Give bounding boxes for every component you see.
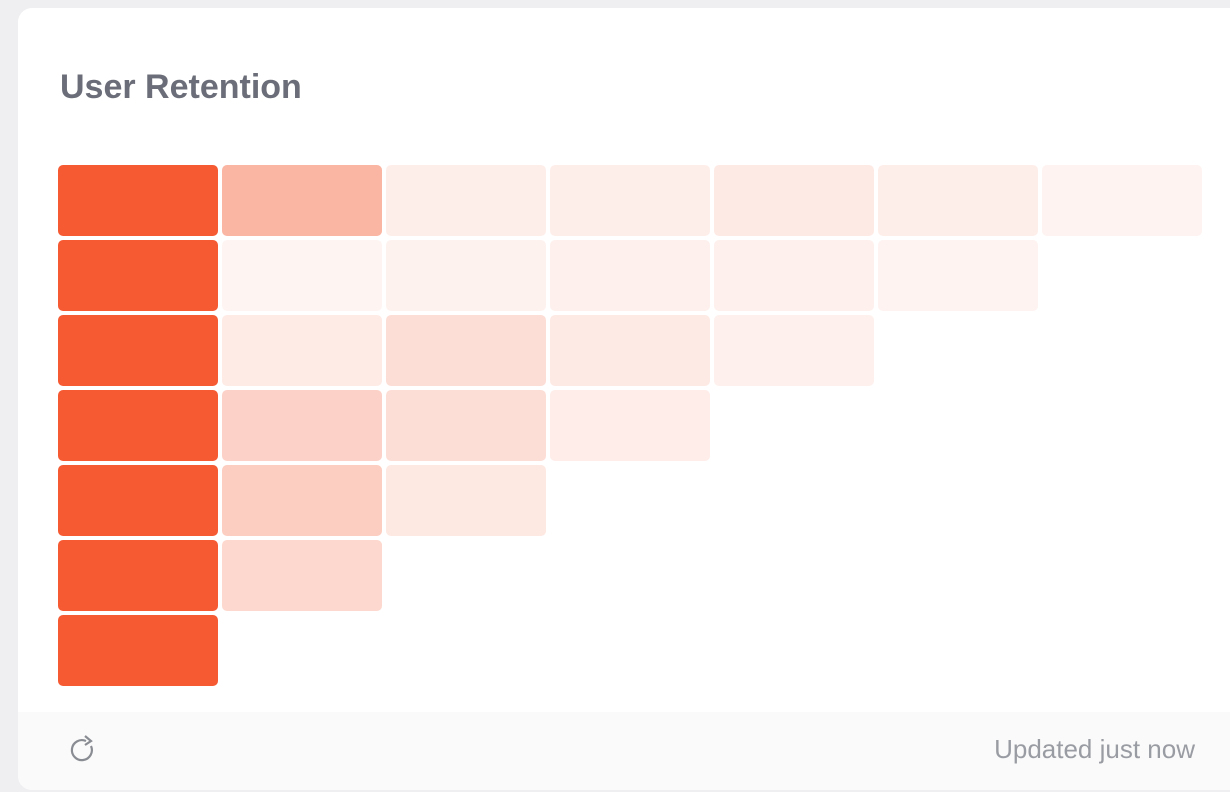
heatmap-cell — [222, 165, 382, 236]
heatmap-cell — [878, 165, 1038, 236]
heatmap-cell — [58, 390, 218, 461]
heatmap-cell — [58, 165, 218, 236]
heatmap-cell — [550, 390, 710, 461]
heatmap-cell — [58, 540, 218, 611]
card-bg — [18, 8, 1230, 790]
heatmap-cell — [714, 315, 874, 386]
heatmap-cell — [550, 240, 710, 311]
heatmap-cell — [878, 240, 1038, 311]
heatmap-cell — [58, 465, 218, 536]
heatmap-cell — [58, 615, 218, 686]
heatmap-cell — [386, 240, 546, 311]
card-footer — [18, 712, 1230, 790]
refresh-button[interactable] — [70, 735, 93, 762]
heatmap-cell — [550, 165, 710, 236]
heatmap-cell — [714, 165, 874, 236]
heatmap-cell — [386, 390, 546, 461]
heatmap-cell — [58, 240, 218, 311]
chart-title: User Retention — [60, 68, 302, 106]
card — [18, 8, 1230, 790]
heatmap-cell — [550, 315, 710, 386]
heatmap-cell — [222, 315, 382, 386]
heatmap-cell — [222, 465, 382, 536]
heatmap-cell — [386, 315, 546, 386]
heatmap-cell — [1042, 165, 1202, 236]
heatmap-cell — [222, 240, 382, 311]
heatmap-cell — [58, 315, 218, 386]
heatmap-cell — [222, 390, 382, 461]
heatmap-cell — [386, 465, 546, 536]
heatmap-cell — [386, 165, 546, 236]
footer-status: Updated just now — [994, 734, 1195, 764]
heatmap-cell — [222, 540, 382, 611]
heatmap-cell — [714, 240, 874, 311]
